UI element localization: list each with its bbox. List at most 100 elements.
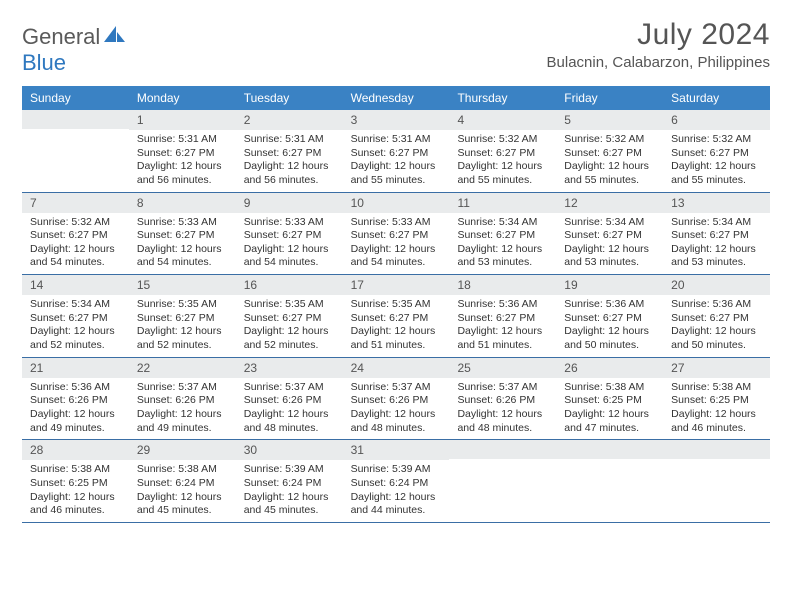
day-cell: 24Sunrise: 5:37 AMSunset: 6:26 PMDayligh… bbox=[343, 358, 450, 440]
sunset-line: Sunset: 6:27 PM bbox=[137, 229, 232, 243]
daylight-line: Daylight: 12 hours and 56 minutes. bbox=[137, 160, 232, 187]
day-body: Sunrise: 5:37 AMSunset: 6:26 PMDaylight:… bbox=[129, 378, 236, 440]
day-body: Sunrise: 5:38 AMSunset: 6:25 PMDaylight:… bbox=[556, 378, 663, 440]
sunset-line: Sunset: 6:27 PM bbox=[137, 312, 232, 326]
sunset-line: Sunset: 6:26 PM bbox=[351, 394, 446, 408]
sunset-line: Sunset: 6:27 PM bbox=[671, 147, 766, 161]
day-body: Sunrise: 5:33 AMSunset: 6:27 PMDaylight:… bbox=[236, 213, 343, 275]
sunrise-line: Sunrise: 5:38 AM bbox=[564, 381, 659, 395]
sunset-line: Sunset: 6:24 PM bbox=[351, 477, 446, 491]
daylight-line: Daylight: 12 hours and 54 minutes. bbox=[351, 243, 446, 270]
day-number: 1 bbox=[129, 110, 236, 130]
day-number: 5 bbox=[556, 110, 663, 130]
day-number: 19 bbox=[556, 275, 663, 295]
sunrise-line: Sunrise: 5:35 AM bbox=[137, 298, 232, 312]
month-title: July 2024 bbox=[547, 18, 770, 52]
sunrise-line: Sunrise: 5:33 AM bbox=[137, 216, 232, 230]
day-cell: 25Sunrise: 5:37 AMSunset: 6:26 PMDayligh… bbox=[449, 358, 556, 440]
sunset-line: Sunset: 6:27 PM bbox=[137, 147, 232, 161]
sunrise-line: Sunrise: 5:37 AM bbox=[137, 381, 232, 395]
daylight-line: Daylight: 12 hours and 51 minutes. bbox=[351, 325, 446, 352]
sunrise-line: Sunrise: 5:31 AM bbox=[137, 133, 232, 147]
day-body: Sunrise: 5:34 AMSunset: 6:27 PMDaylight:… bbox=[663, 213, 770, 275]
empty-daynum bbox=[22, 110, 129, 129]
sunrise-line: Sunrise: 5:32 AM bbox=[457, 133, 552, 147]
day-cell: 8Sunrise: 5:33 AMSunset: 6:27 PMDaylight… bbox=[129, 193, 236, 275]
sunset-line: Sunset: 6:27 PM bbox=[351, 229, 446, 243]
daylight-line: Daylight: 12 hours and 50 minutes. bbox=[564, 325, 659, 352]
sunset-line: Sunset: 6:27 PM bbox=[244, 229, 339, 243]
day-number: 18 bbox=[449, 275, 556, 295]
day-cell: 20Sunrise: 5:36 AMSunset: 6:27 PMDayligh… bbox=[663, 275, 770, 357]
sunset-line: Sunset: 6:24 PM bbox=[137, 477, 232, 491]
sunset-line: Sunset: 6:27 PM bbox=[351, 147, 446, 161]
daylight-line: Daylight: 12 hours and 55 minutes. bbox=[564, 160, 659, 187]
day-number: 31 bbox=[343, 440, 450, 460]
day-body: Sunrise: 5:36 AMSunset: 6:26 PMDaylight:… bbox=[22, 378, 129, 440]
sunset-line: Sunset: 6:25 PM bbox=[30, 477, 125, 491]
daylight-line: Daylight: 12 hours and 48 minutes. bbox=[457, 408, 552, 435]
sunrise-line: Sunrise: 5:39 AM bbox=[351, 463, 446, 477]
empty-cell bbox=[449, 440, 556, 522]
day-cell: 30Sunrise: 5:39 AMSunset: 6:24 PMDayligh… bbox=[236, 440, 343, 522]
daylight-line: Daylight: 12 hours and 53 minutes. bbox=[671, 243, 766, 270]
daylight-line: Daylight: 12 hours and 54 minutes. bbox=[244, 243, 339, 270]
weekday-header: Sunday bbox=[22, 86, 129, 110]
day-number: 14 bbox=[22, 275, 129, 295]
day-number: 7 bbox=[22, 193, 129, 213]
sunset-line: Sunset: 6:27 PM bbox=[671, 312, 766, 326]
day-cell: 5Sunrise: 5:32 AMSunset: 6:27 PMDaylight… bbox=[556, 110, 663, 192]
day-cell: 9Sunrise: 5:33 AMSunset: 6:27 PMDaylight… bbox=[236, 193, 343, 275]
day-body: Sunrise: 5:33 AMSunset: 6:27 PMDaylight:… bbox=[343, 213, 450, 275]
day-cell: 17Sunrise: 5:35 AMSunset: 6:27 PMDayligh… bbox=[343, 275, 450, 357]
sunrise-line: Sunrise: 5:38 AM bbox=[30, 463, 125, 477]
sunset-line: Sunset: 6:26 PM bbox=[457, 394, 552, 408]
sunrise-line: Sunrise: 5:31 AM bbox=[351, 133, 446, 147]
day-number: 13 bbox=[663, 193, 770, 213]
sunset-line: Sunset: 6:27 PM bbox=[564, 147, 659, 161]
sunrise-line: Sunrise: 5:36 AM bbox=[30, 381, 125, 395]
sunset-line: Sunset: 6:27 PM bbox=[564, 312, 659, 326]
sunrise-line: Sunrise: 5:37 AM bbox=[244, 381, 339, 395]
sunset-line: Sunset: 6:27 PM bbox=[457, 229, 552, 243]
sunset-line: Sunset: 6:27 PM bbox=[351, 312, 446, 326]
empty-daynum bbox=[663, 440, 770, 459]
day-cell: 14Sunrise: 5:34 AMSunset: 6:27 PMDayligh… bbox=[22, 275, 129, 357]
day-cell: 28 Sunrise: 5:38 AMSunset: 6:25 PMDayligh… bbox=[22, 440, 129, 522]
logo-word-general: General bbox=[22, 24, 100, 49]
weekday-header: Friday bbox=[556, 86, 663, 110]
sunrise-line: Sunrise: 5:34 AM bbox=[457, 216, 552, 230]
sunrise-line: Sunrise: 5:36 AM bbox=[457, 298, 552, 312]
empty-daynum bbox=[449, 440, 556, 459]
daylight-line: Daylight: 12 hours and 56 minutes. bbox=[244, 160, 339, 187]
sunset-line: Sunset: 6:26 PM bbox=[137, 394, 232, 408]
sunrise-line: Sunrise: 5:35 AM bbox=[351, 298, 446, 312]
daylight-line: Daylight: 12 hours and 52 minutes. bbox=[137, 325, 232, 352]
daylight-line: Daylight: 12 hours and 49 minutes. bbox=[30, 408, 125, 435]
day-number: 28 bbox=[22, 440, 129, 460]
day-body: Sunrise: 5:38 AMSunset: 6:24 PMDaylight:… bbox=[129, 460, 236, 522]
day-cell: 4Sunrise: 5:32 AMSunset: 6:27 PMDaylight… bbox=[449, 110, 556, 192]
day-cell: 18Sunrise: 5:36 AMSunset: 6:27 PMDayligh… bbox=[449, 275, 556, 357]
sunrise-line: Sunrise: 5:32 AM bbox=[671, 133, 766, 147]
day-body: Sunrise: 5:36 AMSunset: 6:27 PMDaylight:… bbox=[449, 295, 556, 357]
day-number: 20 bbox=[663, 275, 770, 295]
daylight-line: Daylight: 12 hours and 45 minutes. bbox=[244, 491, 339, 518]
daylight-line: Daylight: 12 hours and 49 minutes. bbox=[137, 408, 232, 435]
header: General Blue July 2024 Bulacnin, Calabar… bbox=[22, 18, 770, 76]
sunrise-line: Sunrise: 5:37 AM bbox=[351, 381, 446, 395]
daylight-line: Daylight: 12 hours and 46 minutes. bbox=[30, 491, 125, 518]
sunrise-line: Sunrise: 5:35 AM bbox=[244, 298, 339, 312]
day-number: 24 bbox=[343, 358, 450, 378]
daylight-line: Daylight: 12 hours and 48 minutes. bbox=[244, 408, 339, 435]
sunset-line: Sunset: 6:26 PM bbox=[30, 394, 125, 408]
day-body: Sunrise: 5:34 AMSunset: 6:27 PMDaylight:… bbox=[556, 213, 663, 275]
daylight-line: Daylight: 12 hours and 55 minutes. bbox=[457, 160, 552, 187]
day-body: Sunrise: 5:37 AMSunset: 6:26 PMDaylight:… bbox=[236, 378, 343, 440]
day-number: 10 bbox=[343, 193, 450, 213]
daylight-line: Daylight: 12 hours and 53 minutes. bbox=[457, 243, 552, 270]
logo-text: General Blue bbox=[22, 24, 126, 76]
title-block: July 2024 Bulacnin, Calabarzon, Philippi… bbox=[547, 18, 770, 71]
daylight-line: Daylight: 12 hours and 44 minutes. bbox=[351, 491, 446, 518]
day-number: 9 bbox=[236, 193, 343, 213]
